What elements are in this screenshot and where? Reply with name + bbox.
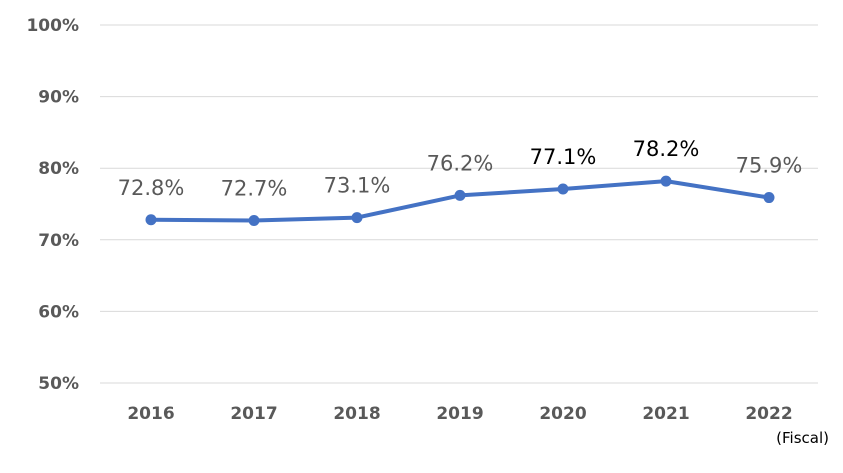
y-tick-label: 100%: [26, 16, 79, 36]
data-label: 76.2%: [427, 151, 494, 175]
data-points: [145, 175, 775, 226]
data-label: 77.1%: [530, 145, 597, 169]
x-axis-ticks: 2016 2017 2018 2019 2020 2021 2022: [127, 404, 792, 424]
x-tick-label: 2018: [333, 404, 380, 424]
x-tick-label: 2019: [436, 404, 483, 424]
data-point: [660, 175, 672, 187]
grid-lines: [100, 24, 818, 384]
data-label: 78.2%: [633, 137, 700, 161]
x-tick-label: 2017: [230, 404, 277, 424]
x-tick-label: 2022: [745, 404, 792, 424]
y-tick-label: 90%: [38, 88, 79, 108]
data-label: 75.9%: [736, 154, 803, 178]
data-point: [145, 214, 157, 226]
data-label: 72.7%: [221, 176, 288, 200]
x-tick-label: 2020: [539, 404, 586, 424]
y-tick-label: 80%: [38, 159, 79, 179]
y-axis-ticks: 50% 60% 70% 80% 90% 100%: [26, 16, 79, 394]
y-tick-label: 70%: [38, 231, 79, 251]
data-point: [454, 189, 466, 201]
x-tick-label: 2021: [642, 404, 689, 424]
data-label: 73.1%: [324, 174, 391, 198]
data-point: [557, 183, 569, 195]
x-tick-label: 2016: [127, 404, 174, 424]
data-point: [351, 212, 363, 224]
data-point: [763, 192, 775, 204]
y-tick-label: 60%: [38, 302, 79, 322]
x-axis-unit-label: (Fiscal): [776, 429, 829, 447]
data-labels: 72.8% 72.7% 73.1% 76.2% 77.1% 78.2% 75.9%: [118, 137, 803, 200]
data-point: [248, 214, 260, 226]
y-tick-label: 50%: [38, 374, 79, 394]
data-label: 72.8%: [118, 176, 185, 200]
